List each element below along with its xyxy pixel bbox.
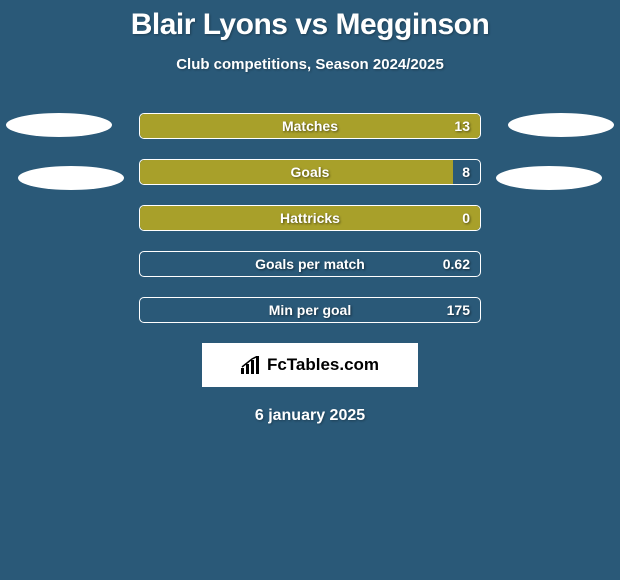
stat-label: Goals — [291, 164, 330, 180]
stat-value: 8 — [462, 164, 470, 180]
player-photo-placeholder-right-2 — [496, 166, 602, 190]
stat-bar: Goals per match 0.62 — [139, 251, 481, 277]
player-photo-placeholder-right-1 — [508, 113, 614, 137]
stat-value: 0 — [462, 210, 470, 226]
stat-label: Goals per match — [255, 256, 365, 272]
stat-label: Hattricks — [280, 210, 340, 226]
stat-value: 175 — [447, 302, 470, 318]
comparison-subtitle: Club competitions, Season 2024/2025 — [0, 56, 620, 73]
stat-value: 13 — [454, 118, 470, 134]
snapshot-date: 6 january 2025 — [0, 407, 620, 425]
player-photo-placeholder-left-1 — [6, 113, 112, 137]
stat-bar: Hattricks 0 — [139, 205, 481, 231]
stat-value: 0.62 — [443, 256, 470, 272]
chart-icon — [241, 356, 263, 374]
stat-bar: Matches 13 — [139, 113, 481, 139]
source-logo-text: FcTables.com — [267, 355, 379, 375]
stats-area: Matches 13 Goals 8 Hattricks 0 Goals per match… — [0, 113, 620, 425]
player-photo-placeholder-left-2 — [18, 166, 124, 190]
stat-bar: Goals 8 — [139, 159, 481, 185]
stat-label: Matches — [282, 118, 338, 134]
stat-bar: Min per goal 175 — [139, 297, 481, 323]
stat-label: Min per goal — [269, 302, 351, 318]
comparison-title: Blair Lyons vs Megginson — [0, 8, 620, 42]
source-logo: FcTables.com — [202, 343, 418, 387]
stat-bars: Matches 13 Goals 8 Hattricks 0 Goals per match… — [139, 113, 481, 323]
